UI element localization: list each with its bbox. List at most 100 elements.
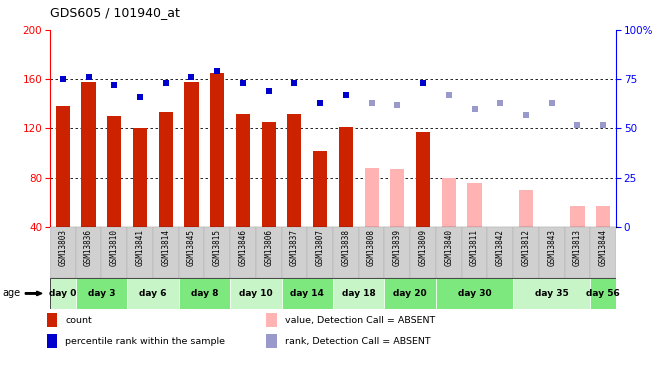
Text: GSM13812: GSM13812 [521, 230, 531, 266]
Text: GSM13803: GSM13803 [59, 230, 67, 266]
Bar [266, 313, 277, 327]
Text: day 3: day 3 [88, 289, 115, 298]
Text: day 18: day 18 [342, 289, 376, 298]
Point [57, 76, 68, 82]
Point [135, 94, 145, 100]
Bar [333, 227, 359, 278]
Text: day 30: day 30 [458, 289, 492, 298]
Bar [384, 227, 410, 278]
Bar [204, 227, 230, 278]
Text: day 10: day 10 [239, 289, 272, 298]
Text: day 0: day 0 [49, 289, 77, 298]
Text: GSM13839: GSM13839 [393, 230, 402, 266]
Bar [127, 227, 153, 278]
Bar [462, 227, 488, 278]
Bar [442, 178, 456, 227]
Bar [436, 278, 513, 309]
Bar [81, 82, 96, 227]
Bar [178, 227, 204, 278]
Text: GSM13837: GSM13837 [290, 230, 299, 266]
Bar [590, 227, 616, 278]
Bar [159, 112, 172, 227]
Point [109, 82, 120, 88]
Text: GSM13806: GSM13806 [264, 230, 273, 266]
Point [83, 74, 94, 80]
Bar [262, 122, 276, 227]
Bar [364, 168, 379, 227]
Bar [256, 227, 282, 278]
Text: GSM13813: GSM13813 [573, 230, 582, 266]
Point [521, 112, 531, 118]
Bar [570, 206, 585, 227]
Bar [359, 227, 384, 278]
Bar [339, 127, 353, 227]
Point [186, 74, 196, 80]
Point [598, 122, 609, 128]
Point [469, 106, 480, 112]
Bar [236, 114, 250, 227]
Point [289, 80, 300, 86]
Bar [287, 114, 302, 227]
Point [495, 100, 505, 106]
Point [444, 92, 454, 98]
Text: age: age [2, 288, 20, 298]
Text: GSM13815: GSM13815 [212, 230, 222, 266]
Bar [133, 128, 147, 227]
Text: value, Detection Call = ABSENT: value, Detection Call = ABSENT [285, 316, 436, 325]
Bar [519, 190, 533, 227]
Text: GSM13807: GSM13807 [316, 230, 324, 266]
Bar [178, 278, 230, 309]
Text: GSM13808: GSM13808 [367, 230, 376, 266]
Point [572, 122, 583, 128]
Text: GSM13811: GSM13811 [470, 230, 479, 266]
Point [418, 80, 428, 86]
Text: GSM13810: GSM13810 [110, 230, 119, 266]
Bar [282, 227, 307, 278]
Bar [56, 106, 70, 227]
Point [392, 102, 403, 108]
Text: day 8: day 8 [190, 289, 218, 298]
Point [263, 88, 274, 94]
Text: day 35: day 35 [535, 289, 569, 298]
Bar [230, 227, 256, 278]
Bar [101, 227, 127, 278]
Text: GSM13840: GSM13840 [444, 230, 454, 266]
Bar [313, 151, 327, 227]
Bar [266, 334, 277, 348]
Text: rank, Detection Call = ABSENT: rank, Detection Call = ABSENT [285, 337, 431, 346]
Text: GSM13809: GSM13809 [418, 230, 428, 266]
Text: GDS605 / 101940_at: GDS605 / 101940_at [50, 6, 180, 19]
Bar [565, 227, 590, 278]
Text: percentile rank within the sample: percentile rank within the sample [65, 337, 225, 346]
Bar [416, 132, 430, 227]
Text: day 20: day 20 [394, 289, 427, 298]
Text: count: count [65, 316, 92, 325]
Bar [590, 278, 616, 309]
Text: GSM13838: GSM13838 [342, 230, 350, 266]
Bar [468, 183, 482, 227]
Text: GSM13836: GSM13836 [84, 230, 93, 266]
Point [212, 68, 222, 74]
Bar [384, 278, 436, 309]
Text: day 56: day 56 [586, 289, 620, 298]
Bar [76, 227, 101, 278]
Point [315, 100, 326, 106]
Text: GSM13841: GSM13841 [135, 230, 145, 266]
Bar [50, 278, 76, 309]
Point [161, 80, 171, 86]
Bar [539, 227, 565, 278]
Text: GSM13842: GSM13842 [496, 230, 505, 266]
Bar [596, 206, 610, 227]
Text: GSM13845: GSM13845 [187, 230, 196, 266]
Bar [333, 278, 384, 309]
Text: GSM13844: GSM13844 [599, 230, 607, 266]
Bar [47, 313, 57, 327]
Text: GSM13843: GSM13843 [547, 230, 556, 266]
Text: day 14: day 14 [290, 289, 324, 298]
Bar [230, 278, 282, 309]
Bar [513, 227, 539, 278]
Text: GSM13846: GSM13846 [238, 230, 248, 266]
Bar [488, 227, 513, 278]
Bar [307, 227, 333, 278]
Bar [513, 278, 590, 309]
